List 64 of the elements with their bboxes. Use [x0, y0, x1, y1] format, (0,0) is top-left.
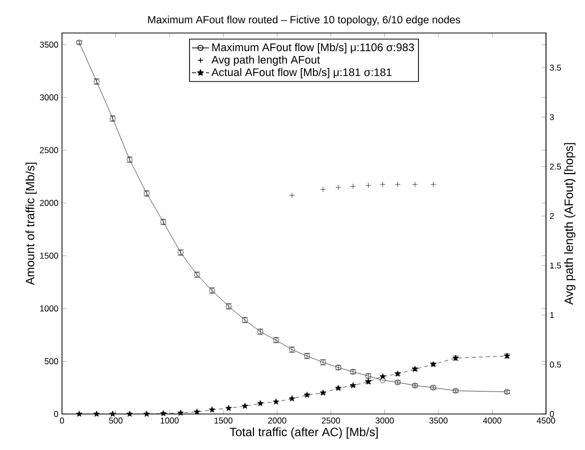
legend-label: Actual AFout flow [Mb/s] μ:181 σ:181 — [211, 68, 392, 78]
x-tick-label: 2500 — [322, 418, 340, 424]
x-tick-label: 0 — [60, 418, 64, 424]
point — [336, 184, 342, 190]
point — [380, 377, 386, 384]
point — [257, 400, 264, 406]
y-tick-label: 1000 — [40, 305, 58, 312]
point — [272, 398, 280, 405]
point — [350, 184, 356, 190]
point — [160, 410, 166, 416]
point — [194, 408, 200, 415]
y2-tick-label: 1 — [550, 312, 554, 318]
point — [430, 182, 436, 188]
legend-label: Avg path length AFout — [211, 56, 320, 66]
y2-tick-label: 1.5 — [550, 262, 562, 269]
legend-label: Maximum AFout flow [Mb/s] μ:1106 σ:983 — [212, 43, 414, 54]
point — [320, 390, 326, 396]
point — [304, 392, 310, 398]
y-tick-label: 2000 — [40, 200, 58, 206]
x-tick-label: 500 — [109, 418, 123, 424]
point — [109, 410, 116, 417]
x-tick-label: 4000 — [482, 418, 502, 424]
point — [394, 182, 400, 188]
y2-tick-label: 0.5 — [550, 362, 562, 368]
point — [380, 182, 386, 188]
point — [288, 395, 296, 402]
point — [452, 388, 458, 394]
y2-tick-label: 2 — [550, 213, 554, 220]
point — [93, 410, 100, 417]
point — [289, 192, 295, 198]
point — [208, 406, 216, 412]
y-axis-title: Amount of traffic [Mb/s] — [26, 162, 37, 286]
y-tick-label: 2500 — [40, 147, 58, 154]
point — [412, 182, 418, 188]
point — [380, 373, 386, 380]
point — [366, 182, 372, 188]
point — [242, 402, 248, 409]
x-tick-label: 1500 — [214, 418, 232, 424]
y-tick-label: 1500 — [40, 252, 58, 259]
point — [76, 410, 82, 417]
y2-tick-label: 0 — [550, 410, 554, 418]
point — [126, 410, 133, 417]
y-tick-label: 0 — [54, 410, 58, 418]
x-tick-label: 1000 — [160, 418, 179, 424]
point — [226, 404, 232, 411]
y2-tick-label: 2.5 — [550, 164, 562, 170]
y-tick-label: 3000 — [40, 94, 58, 100]
point — [394, 370, 401, 377]
point — [350, 382, 356, 388]
y2-tick-label: 3 — [550, 114, 554, 120]
y-tick-label: 3500 — [40, 42, 58, 48]
x-tick-label: 4500 — [536, 418, 556, 424]
x-tick-label: 2000 — [268, 418, 286, 424]
point — [335, 384, 342, 391]
x-axis-title: Total traffic (after AC) [Mb/s] — [230, 427, 378, 439]
x-tick-label: 3500 — [429, 418, 448, 424]
y2-tick-label: 3.5 — [550, 64, 562, 71]
point — [177, 410, 184, 416]
point — [143, 410, 150, 417]
x-tick-label: 3000 — [376, 418, 394, 424]
y-tick-label: 500 — [44, 358, 58, 364]
chart-title: Maximum AFout flow routed – Fictive 10 topology, 6/10 edge nodes — [148, 16, 460, 26]
y2-axis-title: Avg path length (AFout) [hops] — [564, 143, 576, 305]
point — [320, 186, 326, 192]
